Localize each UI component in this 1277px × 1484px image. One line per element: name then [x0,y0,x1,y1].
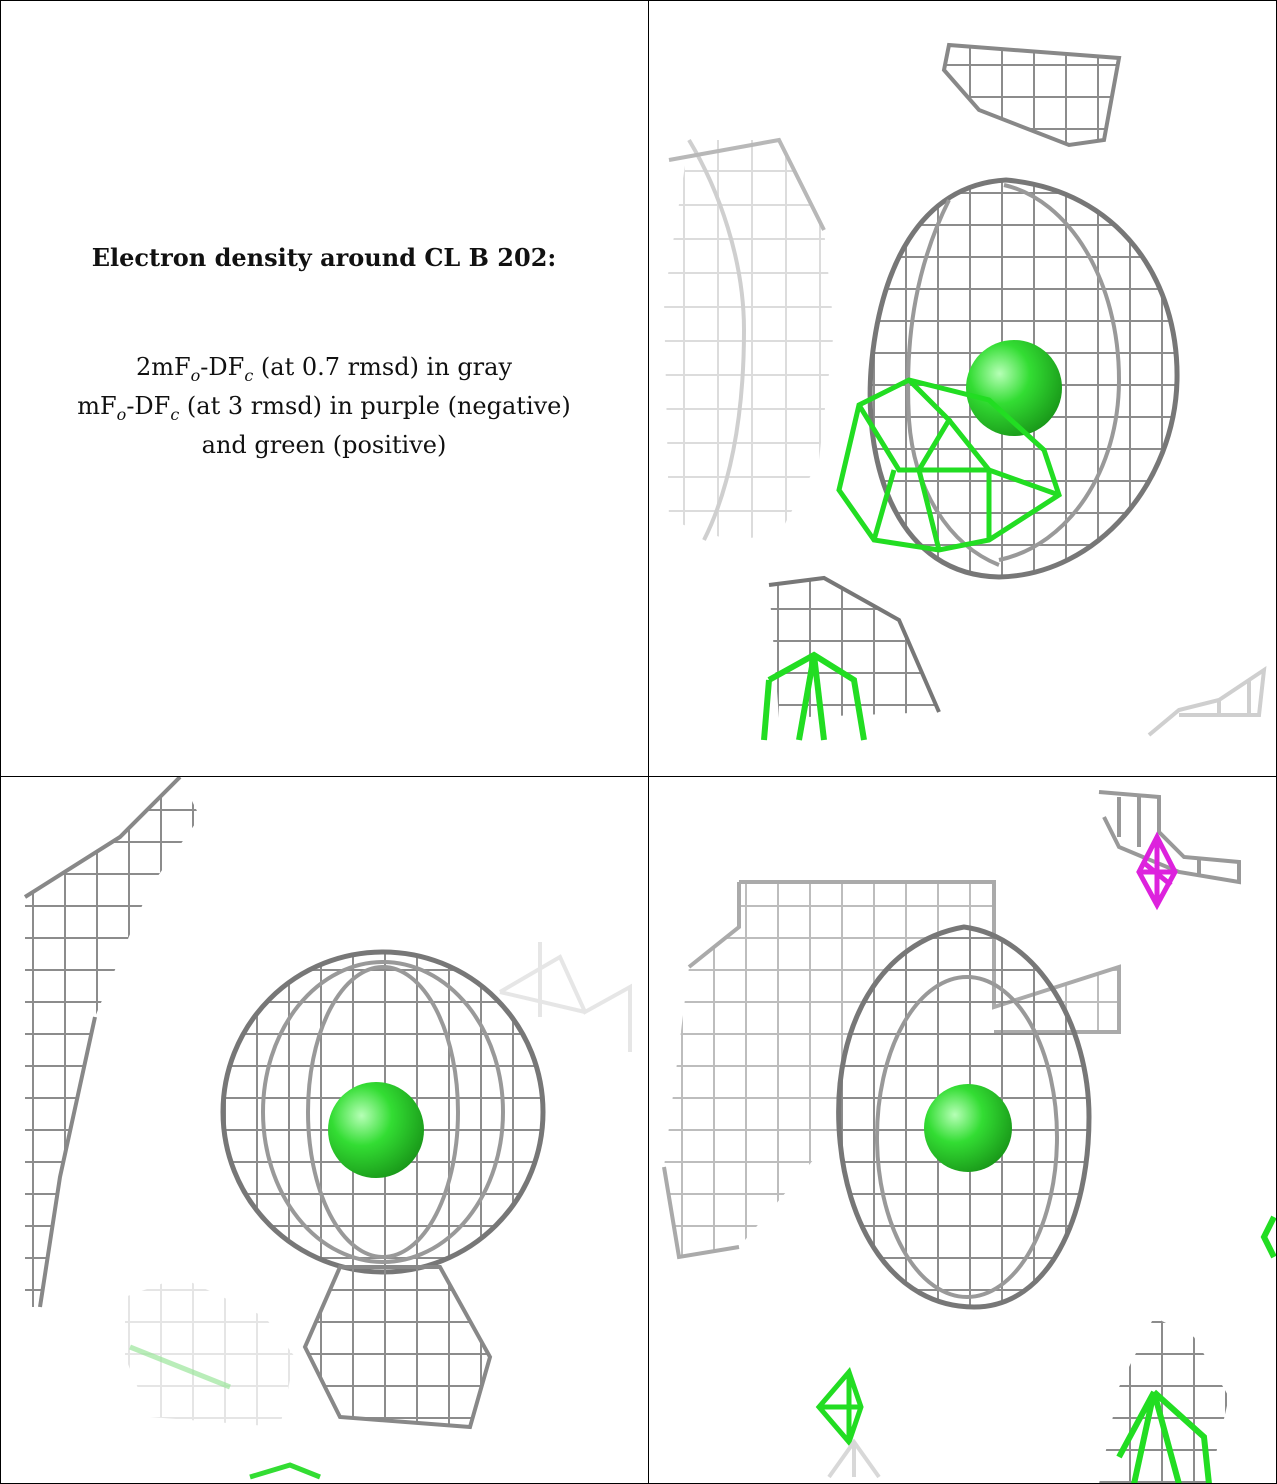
figure-legend: 2mFo-DFc (at 0.7 rmsd) in gray mFo-DFc (… [0,352,648,461]
legend-line-difference-map: mFo-DFc (at 3 rmsd) in purple (negative) [77,391,571,424]
chloride-atom-sphere [328,1082,424,1178]
view-bottom-right [649,777,1277,1484]
negative-difference-mesh [1136,831,1178,911]
density-render-2 [23,777,632,1480]
mesh-bottom-right-fragment [1099,1317,1229,1484]
figure-title: Electron density around CL B 202: [91,243,557,272]
legend-line-gray-map: 2mFo-DFc (at 0.7 rmsd) in gray [135,353,513,385]
mesh-left-helix [25,777,200,1307]
caption-cell: Electron density around CL B 202: 2mFo-D… [0,0,648,776]
positive-difference-peak-left [815,1367,864,1447]
view-top-right [649,0,1277,776]
mesh-top-right-fragment [1098,790,1241,885]
legend-line-positive: and green (positive) [201,430,447,459]
view-bottom-left [0,777,648,1484]
density-render-3 [662,790,1277,1484]
chloride-atom-sphere [924,1084,1012,1172]
density-render-1 [664,42,1267,741]
mesh-left-fragment [664,140,834,540]
